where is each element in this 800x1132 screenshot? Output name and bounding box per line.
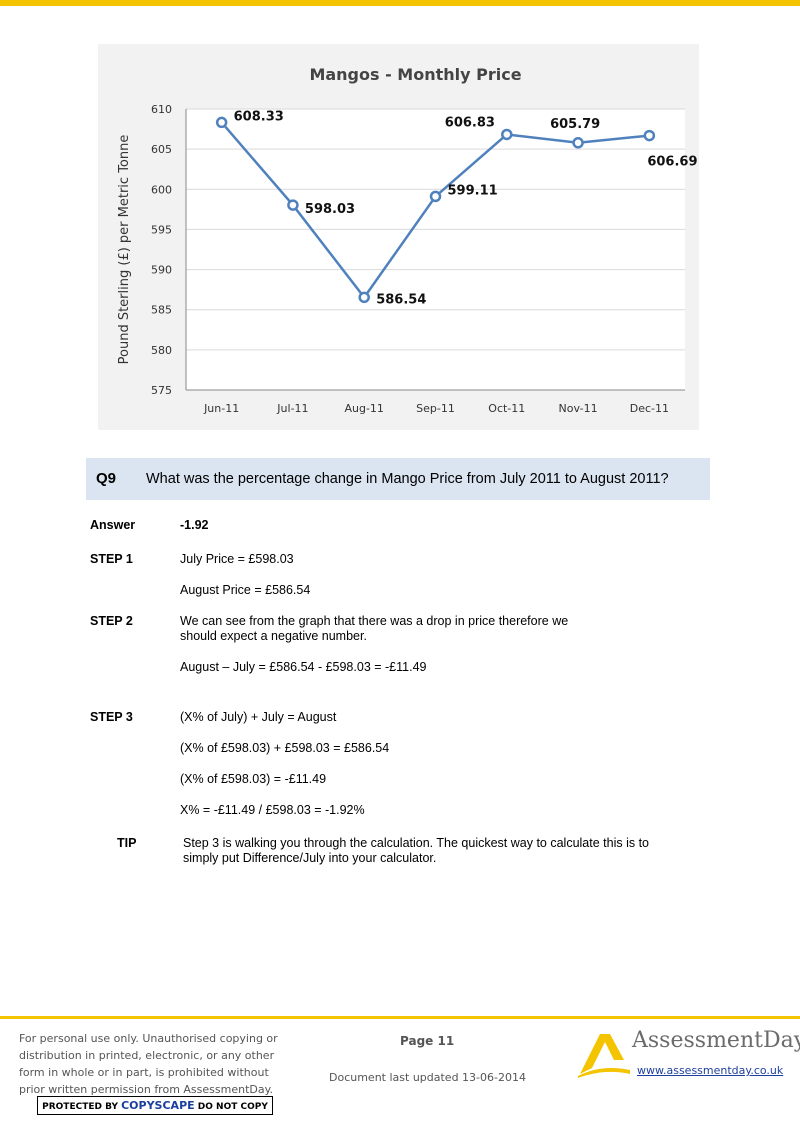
page-number: Page 11 (400, 1034, 455, 1048)
x-tick-label: Jul-11 (276, 402, 308, 415)
data-point (501, 128, 513, 141)
y-tick-label: 590 (151, 264, 172, 277)
copyscape-pre: PROTECTED BY (42, 1102, 122, 1112)
step-1-line-1: July Price = £598.03 (180, 552, 294, 566)
x-tick-label: Oct-11 (488, 402, 525, 415)
step-2-line-2: should expect a negative number. (180, 629, 367, 643)
x-tick-label: Aug-11 (344, 402, 383, 415)
data-label: 598.03 (305, 202, 355, 217)
data-point (572, 137, 584, 149)
website-link[interactable]: www.assessmentday.co.uk (637, 1064, 784, 1077)
footer-notice-line-1: For personal use only. Unauthorised copy… (19, 1032, 278, 1045)
step-3-line-4: X% = -£11.49 / £598.03 = -1.92% (180, 803, 365, 817)
chart-svg: Mangos - Monthly Price 575 580 585 590 595 600… (117, 65, 698, 415)
last-updated: Document last updated 13-06-2014 (329, 1071, 526, 1084)
y-axis-label: Pound Sterling (£) per Metric Tonne (117, 135, 132, 365)
data-point (358, 291, 370, 304)
footer-notice-line-3: form in whole or in part, is prohibited … (19, 1066, 269, 1079)
copyscape-post: DO NOT COPY (194, 1102, 268, 1112)
data-point (215, 116, 228, 129)
footer-notice-line-4: prior written permission from Assessment… (19, 1083, 274, 1096)
step-3-line-2: (X% of £598.03) + £598.03 = £586.54 (180, 741, 390, 755)
footer-accent-line (0, 1016, 800, 1019)
step-2-line-1: We can see from the graph that there was… (180, 614, 569, 628)
top-accent-bar (0, 0, 800, 6)
step-3-line-1: (X% of July) + July = August (180, 710, 337, 724)
x-tick-label: Sep-11 (416, 402, 455, 415)
y-tick-label: 605 (151, 143, 172, 156)
footer-notice-line-2: distribution in printed, electronic, or … (19, 1049, 275, 1062)
mango-price-chart: Mangos - Monthly Price 575 580 585 590 595 600… (98, 44, 699, 430)
copyscape-brand: COPYSCAPE (121, 1099, 195, 1112)
step-3-label: STEP 3 (90, 710, 133, 724)
y-tick-label: 575 (151, 384, 172, 397)
tip-line-2: simply put Difference/July into your cal… (183, 851, 437, 865)
data-point (287, 199, 299, 211)
data-point (643, 129, 656, 142)
data-label: 605.79 (550, 117, 600, 132)
answer-value: -1.92 (180, 518, 209, 532)
y-tick-label: 585 (151, 304, 172, 317)
question-text: What was the percentage change in Mango … (146, 471, 669, 487)
step-3-line-3: (X% of £598.03) = -£11.49 (180, 772, 327, 786)
x-tick-label: Jun-11 (203, 402, 239, 415)
copyscape-badge[interactable]: PROTECTED BY COPYSCAPE DO NOT COPY (37, 1096, 273, 1115)
y-tick-label: 600 (151, 183, 172, 196)
y-tick-label: 610 (151, 103, 172, 116)
x-tick-label: Nov-11 (559, 402, 598, 415)
step-1-label: STEP 1 (90, 552, 133, 566)
y-tick-label: 595 (151, 223, 172, 236)
answer-label: Answer (90, 518, 136, 532)
step-2-label: STEP 2 (90, 614, 133, 628)
tip-line-1: Step 3 is walking you through the calcul… (183, 836, 649, 850)
x-tick-label: Dec-11 (630, 402, 669, 415)
assessmentday-logo-icon (578, 1034, 630, 1078)
y-tick-label: 580 (151, 344, 172, 357)
chart-title: Mangos - Monthly Price (309, 65, 521, 84)
data-label: 586.54 (376, 292, 426, 307)
plot-area (186, 109, 685, 390)
step-2-line-3: August – July = £586.54 - £598.03 = -£11… (180, 660, 427, 674)
question-number: Q9 (96, 470, 117, 487)
step-1-line-2: August Price = £586.54 (180, 583, 311, 597)
data-point (429, 190, 442, 203)
question-band: Q9 What was the percentage change in Man… (86, 458, 710, 500)
logo-wordmark: AssessmentDay (632, 1028, 800, 1053)
tip-label: TIP (117, 836, 137, 850)
data-label: 599.11 (448, 183, 498, 198)
data-label: 606.69 (647, 155, 697, 170)
data-label: 606.83 (445, 115, 495, 130)
data-label: 608.33 (234, 109, 284, 124)
